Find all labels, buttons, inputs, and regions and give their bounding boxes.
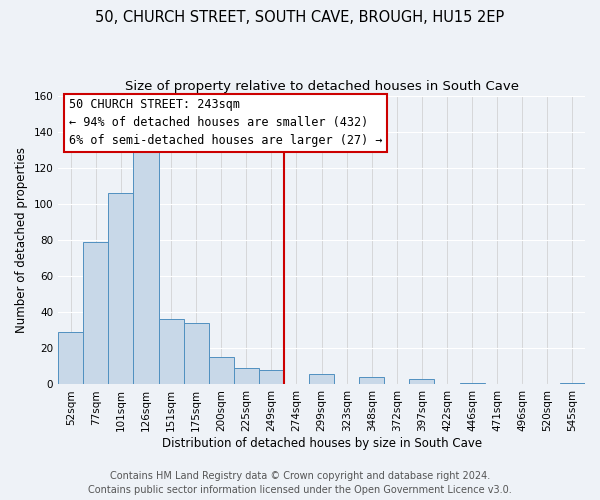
Bar [234,368,259,384]
Y-axis label: Number of detached properties: Number of detached properties [15,147,28,333]
Bar [359,377,385,384]
Bar [209,358,234,384]
Text: 50 CHURCH STREET: 243sqm
← 94% of detached houses are smaller (432)
6% of semi-d: 50 CHURCH STREET: 243sqm ← 94% of detach… [69,98,382,148]
Bar [409,379,434,384]
Bar [460,382,485,384]
Bar [259,370,284,384]
Bar [133,150,158,384]
Bar [83,242,109,384]
Bar [158,320,184,384]
Bar [309,374,334,384]
Bar [184,323,209,384]
Title: Size of property relative to detached houses in South Cave: Size of property relative to detached ho… [125,80,518,93]
Bar [58,332,83,384]
Bar [109,193,133,384]
X-axis label: Distribution of detached houses by size in South Cave: Distribution of detached houses by size … [161,437,482,450]
Text: 50, CHURCH STREET, SOUTH CAVE, BROUGH, HU15 2EP: 50, CHURCH STREET, SOUTH CAVE, BROUGH, H… [95,10,505,25]
Text: Contains HM Land Registry data © Crown copyright and database right 2024.
Contai: Contains HM Land Registry data © Crown c… [88,471,512,495]
Bar [560,382,585,384]
